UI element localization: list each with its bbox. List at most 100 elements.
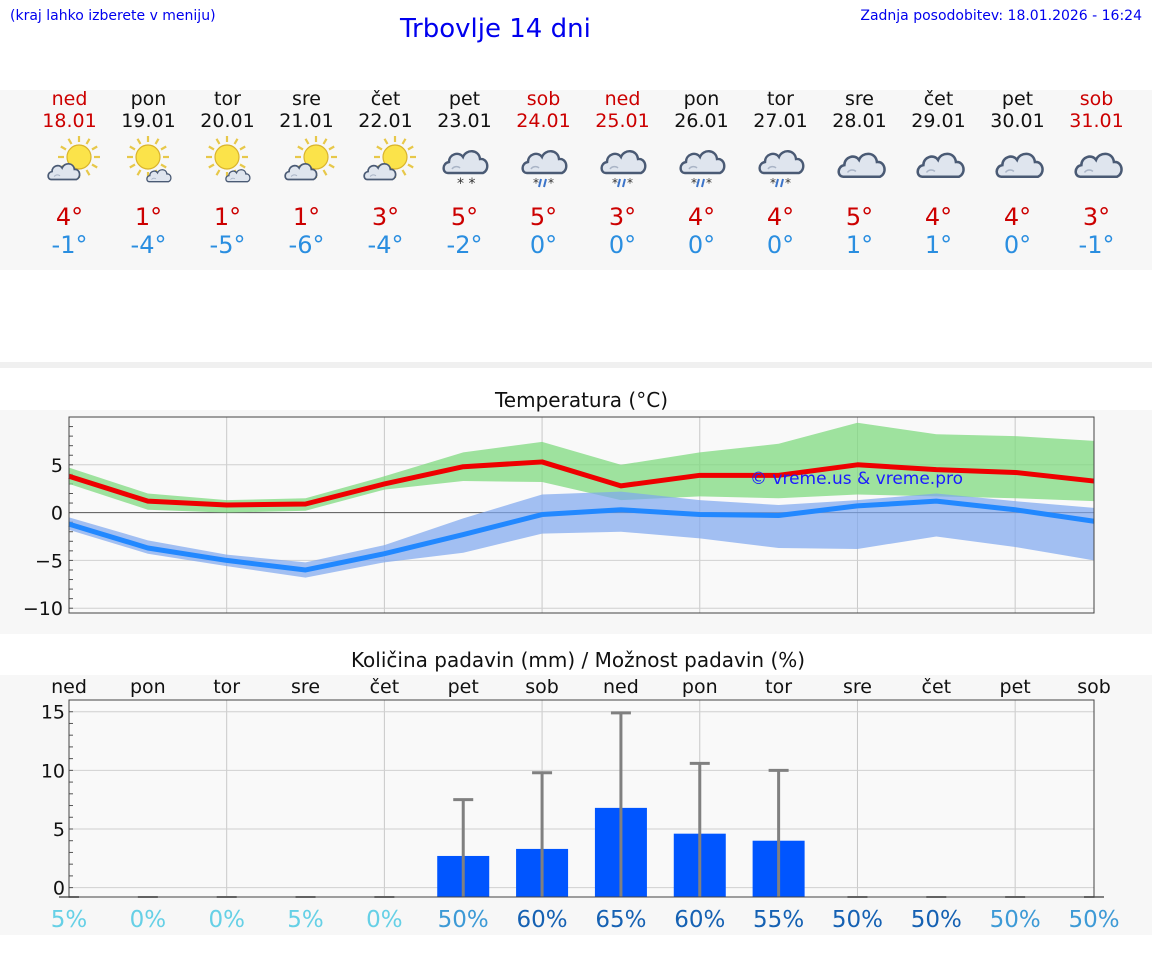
temp-max: 3°: [371, 203, 400, 231]
plot-area: [69, 700, 1094, 897]
x-category-label: ned: [51, 676, 87, 698]
temp-max: 1°: [213, 203, 242, 231]
temperature-chart: Temperatura (°C) −10 −5 0 5 © vreme.us & vrem…: [23, 388, 1095, 620]
day-name: sob: [1079, 88, 1114, 110]
daily-forecast-panel: [0, 90, 1152, 270]
day-date: 25.01: [595, 110, 650, 132]
precip-probability: 65%: [595, 907, 646, 933]
temp-min: 0°: [687, 231, 716, 259]
precip-probability: 60%: [674, 907, 725, 933]
x-category-label: tor: [765, 676, 792, 698]
cloud-sleet-icon: * *: [504, 132, 583, 198]
min-temp-line: [68, 498, 1095, 573]
temp-min: -4°: [130, 231, 167, 259]
svg-text:* *: * *: [457, 176, 475, 192]
day-column: pet 30.01 4° 0°: [978, 88, 1057, 259]
y-tick-label: 10: [41, 760, 65, 782]
sun-cloud-icon: [267, 132, 346, 198]
cloud-sleet-icon: * *: [583, 132, 662, 198]
cloud-snow-icon: * *: [425, 132, 504, 198]
temp-max: 4°: [924, 203, 953, 231]
day-column: sob 24.01 * * 5° 0°: [504, 88, 583, 259]
temp-max: 4°: [1003, 203, 1032, 231]
location-menu-link[interactable]: (kraj lahko izberete v meniju): [10, 8, 216, 24]
precip-probability: 50%: [1068, 907, 1119, 933]
x-category-label: čet: [922, 676, 952, 698]
svg-text:*: *: [785, 176, 791, 190]
temp-max: 1°: [134, 203, 163, 231]
temp-max: 4°: [55, 203, 84, 231]
day-date: 31.01: [1069, 110, 1124, 132]
temp-max: 1°: [292, 203, 321, 231]
temp-max: 4°: [766, 203, 795, 231]
cloud-sleet-icon: * *: [741, 132, 820, 198]
precip-probability: 5%: [51, 907, 88, 933]
day-date: 18.01: [42, 110, 97, 132]
precip-probability: 5%: [287, 907, 324, 933]
section-divider: [0, 362, 1152, 368]
svg-text:*: *: [627, 176, 633, 190]
day-name: tor: [767, 88, 794, 110]
temp-max: 5°: [450, 203, 479, 231]
y-tick-label: −10: [23, 598, 63, 620]
svg-text:*: *: [706, 176, 712, 190]
temp-min: 0°: [608, 231, 637, 259]
precip-probability: 50%: [911, 907, 962, 933]
temp-min: 0°: [1003, 231, 1032, 259]
min-range-band: [69, 491, 1094, 578]
svg-text:*: *: [548, 176, 554, 190]
day-date: 20.01: [200, 110, 255, 132]
day-column: ned 18.01 4° -1°: [30, 88, 109, 259]
day-name: čet: [923, 88, 954, 110]
precip-probability: 0%: [366, 907, 403, 933]
page-title: Trbovlje 14 dni: [400, 14, 591, 44]
temp-min: -4°: [367, 231, 404, 259]
temp-min: 0°: [766, 231, 795, 259]
day-column: sre 28.01 5° 1°: [820, 88, 899, 259]
x-category-label: sob: [1077, 676, 1111, 698]
day-column: sob 31.01 3° -1°: [1057, 88, 1136, 259]
precip-probability: 0%: [208, 907, 245, 933]
day-column: sre 21.01 1° -6°: [267, 88, 346, 259]
day-column: pon 26.01 * * 4° 0°: [662, 88, 741, 259]
cloud-icon: [820, 132, 899, 198]
x-category-label: pet: [448, 676, 479, 698]
precip-probability: 50%: [990, 907, 1041, 933]
day-date: 22.01: [358, 110, 413, 132]
x-category-label: sob: [525, 676, 559, 698]
watermark: © vreme.us & vreme.pro: [750, 469, 963, 489]
temp-min: -1°: [51, 231, 88, 259]
day-date: 26.01: [674, 110, 729, 132]
precip-probability: 50%: [438, 907, 489, 933]
y-tick-label: 0: [53, 878, 65, 900]
y-tick-label: 5: [51, 455, 63, 477]
day-name: sre: [292, 88, 321, 110]
precip-probability: 60%: [517, 907, 568, 933]
temp-min: -6°: [288, 231, 325, 259]
day-name: ned: [51, 88, 88, 110]
day-date: 21.01: [279, 110, 334, 132]
day-name: ned: [604, 88, 641, 110]
last-updated: Zadnja posodobitev: 18.01.2026 - 16:24: [860, 8, 1142, 24]
x-category-label: sre: [291, 676, 320, 698]
svg-text:*: *: [770, 176, 776, 190]
max-temp-line: [68, 459, 1095, 508]
day-name: pon: [130, 88, 167, 110]
day-name: pet: [448, 88, 481, 110]
cloud-icon: [1057, 132, 1136, 198]
precip-probability: 50%: [832, 907, 883, 933]
day-name: čet: [370, 88, 401, 110]
day-name: sob: [526, 88, 561, 110]
svg-text:*: *: [533, 176, 539, 190]
day-date: 23.01: [437, 110, 492, 132]
chart-title: Količina padavin (mm) / Možnost padavin …: [351, 648, 805, 672]
temp-max: 5°: [845, 203, 874, 231]
day-column: čet 22.01 3° -4°: [346, 88, 425, 259]
temp-min: 1°: [924, 231, 953, 259]
sun-small-cloud-icon: [109, 132, 188, 198]
day-date: 27.01: [753, 110, 808, 132]
max-range-band: [69, 422, 1094, 513]
sun-small-cloud-icon: [188, 132, 267, 198]
precip-probability: 55%: [753, 907, 804, 933]
x-category-label: čet: [370, 676, 400, 698]
